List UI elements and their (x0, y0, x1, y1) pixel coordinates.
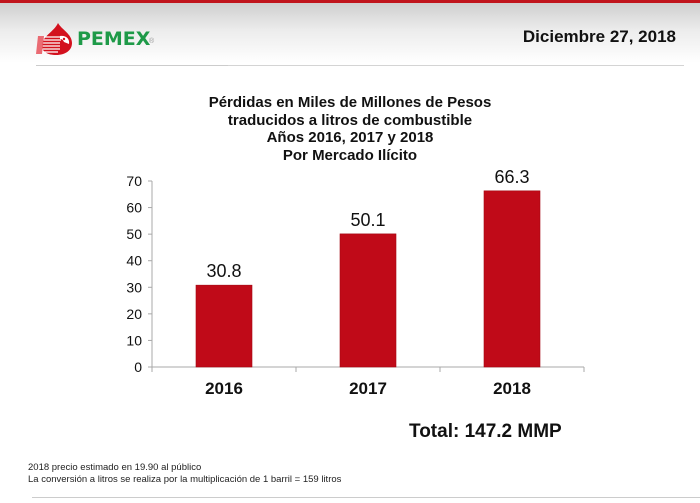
data-label-2016: 30.8 (206, 261, 241, 281)
pemex-eagle-drop-icon (36, 23, 72, 55)
header-divider-left (36, 65, 228, 66)
y-tick-label: 50 (126, 226, 142, 242)
x-tick-label-2016: 2016 (205, 379, 243, 398)
footnote-conversion: La conversión a litros se realiza por la… (28, 474, 342, 485)
logo-text: PEMEX (77, 28, 151, 50)
data-labels: 30.8 50.1 66.3 (206, 167, 529, 281)
x-tick-label-2017: 2017 (349, 379, 387, 398)
header-background (0, 3, 700, 63)
y-axis: 0 10 20 30 40 50 60 70 (126, 173, 153, 375)
y-tick-label: 30 (126, 279, 142, 295)
bar-2018 (483, 190, 541, 368)
total-label: Total: 147.2 MMP (409, 421, 562, 442)
y-tick-label: 10 (126, 332, 142, 348)
bar-2016 (195, 284, 253, 368)
report-date: Diciembre 27, 2018 (522, 27, 676, 46)
footer-divider (32, 497, 700, 498)
chart-title: Pérdidas en Miles de Millones de Pesos t… (150, 94, 550, 164)
y-tick-label: 70 (126, 173, 142, 189)
footnote-price: 2018 precio estimado en 19.90 al público (28, 462, 202, 473)
header-divider-right (228, 65, 684, 66)
y-tick-label: 0 (134, 359, 142, 375)
bars (195, 190, 541, 368)
chart-title-line-1: Pérdidas en Miles de Millones de Pesos (208, 94, 492, 111)
x-axis: 2016 2017 2018 (151, 366, 585, 398)
registered-mark: ® (149, 38, 155, 45)
x-tick-label-2018: 2018 (493, 379, 531, 398)
data-label-2018: 66.3 (494, 167, 529, 187)
data-label-2017: 50.1 (350, 210, 385, 230)
drop-shape (42, 23, 72, 55)
chart-title-line-3: Años 2016, 2017 y 2018 (266, 129, 434, 146)
bar-2017 (339, 233, 397, 368)
chart-title-line-4: Por Mercado Ilícito (282, 146, 418, 164)
top-accent-bar (0, 0, 700, 3)
chart-title-line-2: traducidos a litros de combustible (227, 111, 473, 129)
y-tick-label: 20 (126, 306, 142, 322)
y-tick-label: 60 (126, 200, 142, 216)
y-tick-label: 40 (126, 253, 142, 269)
footnotes: 2018 precio estimado en 19.90 al público… (28, 462, 341, 486)
